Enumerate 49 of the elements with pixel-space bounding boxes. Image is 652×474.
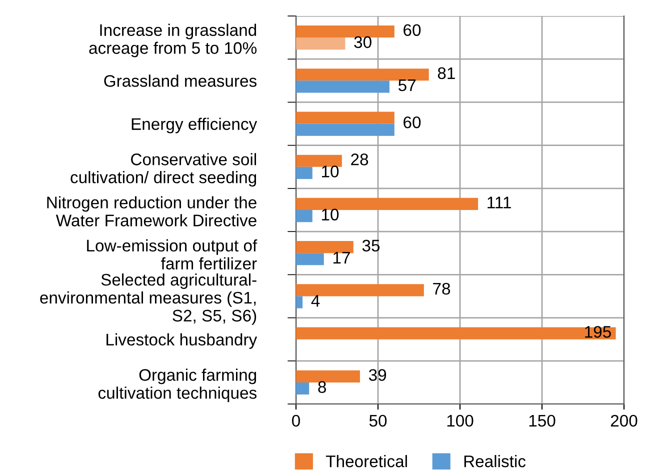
bar xyxy=(296,154,342,167)
bar xyxy=(296,327,616,340)
legend-label: Theoretical xyxy=(326,455,407,468)
x-tick-label: 100 xyxy=(447,414,474,427)
legend-label: Realistic xyxy=(464,455,526,468)
y-tick-label: Nitrogen reduction under the Water Framework Directive xyxy=(47,196,256,226)
y-tick-label: Grassland measures xyxy=(104,74,257,87)
y-tick-label: Energy efficiency xyxy=(132,118,258,134)
data-label: 35 xyxy=(362,240,380,252)
data-label: 78 xyxy=(433,282,450,295)
bar xyxy=(296,124,394,136)
bar xyxy=(296,198,478,210)
bar xyxy=(296,296,303,308)
x-tick-label: 150 xyxy=(529,414,556,427)
data-label: 111 xyxy=(488,196,511,208)
y-tick-label: Selected agricultural- environmental measures (S1, S2, S5, S6) xyxy=(40,273,256,325)
bar xyxy=(296,382,310,395)
data-label: 81 xyxy=(438,67,455,80)
bar xyxy=(296,112,394,124)
data-label: 4 xyxy=(311,295,320,307)
data-label: 57 xyxy=(398,80,416,92)
x-tick-label: 200 xyxy=(610,414,638,427)
x-tick-label: 0 xyxy=(292,414,300,427)
bar xyxy=(296,284,424,296)
data-label: 60 xyxy=(404,116,421,128)
bar xyxy=(296,370,360,382)
bar xyxy=(296,253,324,266)
y-tick-label: Conservative soil cultivation/ direct seeding xyxy=(70,153,256,187)
bar xyxy=(296,166,312,179)
bar xyxy=(296,210,312,222)
y-tick-label: Livestock husbandry xyxy=(106,333,258,349)
data-label: 30 xyxy=(354,36,372,48)
data-label: 39 xyxy=(368,369,386,381)
data-label: 195 xyxy=(585,326,611,338)
x-tick-label: 50 xyxy=(369,414,387,427)
data-label: 60 xyxy=(404,24,421,36)
y-tick-label: Increase in grassland acreage from 5 to 10% xyxy=(89,24,257,58)
y-tick-label: Low-emission output of farm fertilizer xyxy=(87,239,258,270)
bar xyxy=(296,68,429,81)
bar xyxy=(296,38,346,50)
data-label: 17 xyxy=(333,252,350,264)
data-label: 28 xyxy=(351,154,368,166)
bar xyxy=(296,25,394,38)
data-label: 10 xyxy=(322,208,339,221)
bar xyxy=(296,241,354,254)
data-label: 8 xyxy=(318,381,326,393)
data-label: 10 xyxy=(322,166,339,178)
y-tick-label: Organic farming cultivation techniques xyxy=(98,368,257,402)
bar xyxy=(296,80,390,93)
